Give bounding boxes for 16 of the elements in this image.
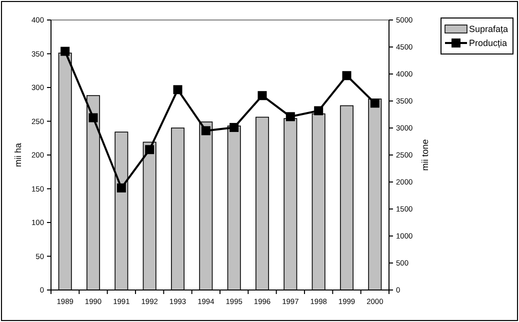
point <box>145 145 154 154</box>
point <box>201 126 210 136</box>
point <box>314 106 324 116</box>
legend-label: Suprafața <box>469 24 508 34</box>
point <box>342 71 352 80</box>
point <box>173 85 182 94</box>
point <box>258 91 267 100</box>
point <box>60 46 70 56</box>
point <box>230 122 239 132</box>
y2-axis-title: mii tone <box>420 139 430 171</box>
point <box>286 112 295 122</box>
point <box>116 183 126 192</box>
legend-label: Producția <box>469 38 508 48</box>
point <box>370 98 380 108</box>
y-axis-title: mii ha <box>13 142 23 168</box>
point <box>88 113 98 122</box>
